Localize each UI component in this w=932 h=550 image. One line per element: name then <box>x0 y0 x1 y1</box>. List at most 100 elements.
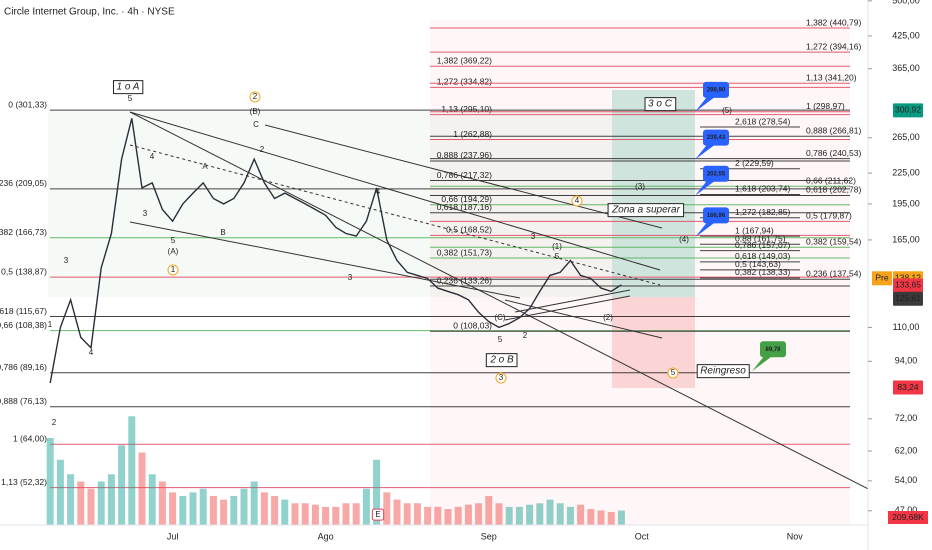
volume-bar <box>373 459 381 525</box>
y-tick-label: 110,00 <box>893 322 920 332</box>
callout-label: 239,43 <box>707 135 726 141</box>
volume-bar <box>352 503 360 525</box>
wave-label: (C) <box>494 313 505 322</box>
y-tick-label: 265,00 <box>892 132 920 142</box>
trend-line <box>129 111 661 271</box>
volume-bar <box>597 510 605 525</box>
wave-label: (B) <box>250 107 261 116</box>
fib-label: 1 (64,00) <box>13 433 47 443</box>
x-tick-label: Oct <box>635 531 650 541</box>
pre-badge <box>872 271 892 286</box>
wave-label: (2) <box>603 313 613 322</box>
price-layer <box>49 118 622 384</box>
fib-label: 1,13 (295,10) <box>441 104 492 114</box>
fib-label: 0,382 (138,33) <box>735 267 790 277</box>
wave-label: (1) <box>552 242 562 251</box>
wave-label: 4 <box>575 196 580 205</box>
chart-title: Circle Internet Group, Inc. · 4h · NYSE <box>4 7 175 18</box>
wave-label: 1 o A <box>117 82 140 93</box>
volume-bar <box>485 496 493 525</box>
x-tick-label: Nov <box>787 531 804 541</box>
volume-bar <box>209 496 217 525</box>
wave-label: (4) <box>679 235 689 244</box>
fib-label: 0,88 (161,75) <box>735 233 786 243</box>
volume-bar <box>566 506 574 525</box>
fib-label: 0,888 (266,81) <box>806 126 861 136</box>
callout-label: 166,96 <box>707 213 726 219</box>
wave-label: A <box>202 162 208 171</box>
volume-bar <box>291 503 299 525</box>
fib-label: 0,66 (108,38) <box>0 320 47 330</box>
fib-label: 0,786 (217,32) <box>437 170 492 180</box>
y-tick-label: 72,00 <box>895 413 918 423</box>
volume-bar <box>230 496 238 525</box>
fib-layer: 0 (301,33) 0,236 (209,05) 0,382 (166,73) 0,… <box>0 17 861 489</box>
fib-label: 0,618 (149,03) <box>735 251 790 261</box>
volume-bar <box>617 510 625 525</box>
wave-label: 5 <box>671 368 676 377</box>
fib-label: 0,5 (143,63) <box>735 259 781 269</box>
volume-bar <box>107 474 115 525</box>
wave-label: C <box>253 120 259 129</box>
wave-marker <box>571 195 583 207</box>
fib-label: 1,382 (440,79) <box>806 17 861 27</box>
label-box <box>696 364 750 379</box>
trend-line <box>129 221 521 299</box>
wave-label: 5 <box>171 236 176 245</box>
fib-label: 0,786 (89,16) <box>0 362 47 372</box>
volume-bar <box>169 492 177 525</box>
fib-label: 0,5 (138,87) <box>1 266 47 276</box>
trend-line <box>264 124 663 229</box>
volume-bar <box>424 506 432 525</box>
callout-pointer <box>695 96 715 112</box>
callout-pointer <box>752 356 772 372</box>
callout-pointer <box>695 222 715 238</box>
fib-label: 0,618 (202,78) <box>806 185 861 195</box>
volume-bar <box>342 503 350 525</box>
fib-label: 0 (108,03) <box>453 321 492 331</box>
wave-label: 1 <box>171 265 176 274</box>
volume-bar <box>118 445 126 525</box>
fib-label: 0,382 (151,73) <box>437 247 492 257</box>
callout-pointer <box>695 180 715 196</box>
price-line <box>49 118 622 384</box>
wave-label: 2 <box>260 145 265 154</box>
volume-bar <box>148 474 156 525</box>
price-badge <box>893 278 923 293</box>
fib-label: 0,5 (179,87) <box>806 211 852 221</box>
trend-line <box>504 295 631 321</box>
pre-label: Pre <box>875 273 889 283</box>
y-tick-label: 165,00 <box>892 234 920 244</box>
target-zone <box>612 90 695 297</box>
price-badge-label: 133,65 <box>895 280 921 290</box>
y-tick-label: 225,00 <box>892 167 920 177</box>
fib-label: 1,13 (341,20) <box>806 73 857 83</box>
wave-label: 2 <box>523 331 528 340</box>
volume-bar <box>444 509 452 525</box>
callout-label: 202,55 <box>707 171 726 177</box>
volume-bar <box>556 503 564 525</box>
volume-bar <box>403 503 411 525</box>
y-tick-label: 425,00 <box>892 30 920 40</box>
fib-zone <box>430 20 850 525</box>
wave-label: 3 <box>64 256 69 265</box>
wave-label: (5) <box>722 106 732 115</box>
fib-label: 0,786 (240,53) <box>806 148 861 158</box>
wave-label: 4 <box>89 348 94 357</box>
fib-label: 0,66 (194,29) <box>441 194 492 204</box>
fib-label: 1,382 (369,22) <box>437 56 492 66</box>
volume-bar <box>536 503 544 525</box>
wave-label: 3 o C <box>648 99 673 110</box>
volume-bar <box>199 488 207 525</box>
callout-box <box>703 129 729 146</box>
wave-label: (3) <box>635 182 645 191</box>
price-badge <box>893 291 923 306</box>
fib-label: 1,13 (52,32) <box>1 477 47 487</box>
fib-label: 0,618 (187,16) <box>437 202 492 212</box>
volume-bar <box>322 506 330 525</box>
volume-bar <box>56 459 64 525</box>
label-box <box>644 97 677 112</box>
volume-bar <box>505 506 513 525</box>
